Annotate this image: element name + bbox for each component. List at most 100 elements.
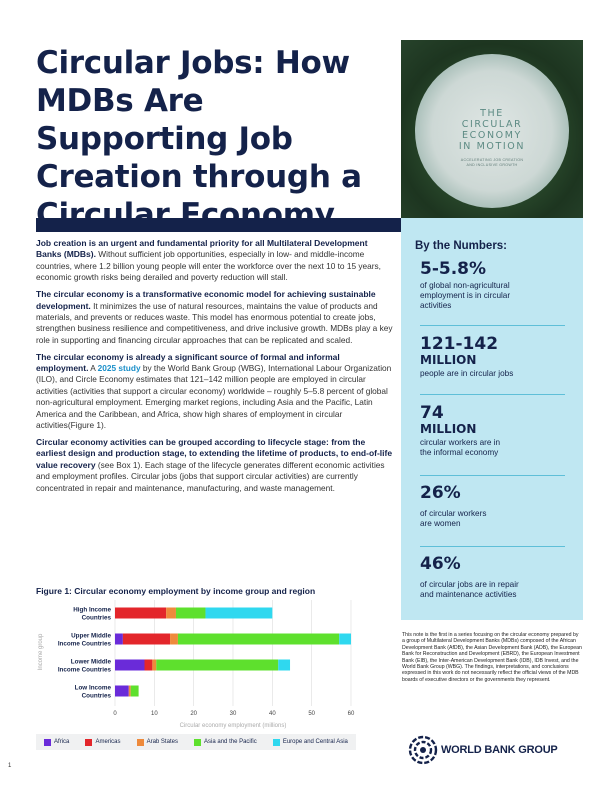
world-bank-logo: WORLD BANK GROUP — [408, 735, 558, 765]
category-label: Countries — [82, 693, 112, 700]
category-label: Income Countries — [58, 641, 112, 648]
stat-text: of circular workers are women — [420, 509, 487, 528]
paragraph-2: The circular economy is a transformative… — [36, 289, 394, 346]
legend-swatch — [85, 738, 93, 746]
divider — [420, 546, 565, 547]
stat-text: people are in circular jobs — [420, 369, 514, 378]
stat-women: 26% of circular workers are women — [420, 484, 570, 529]
stat-value: 5-5.8% — [420, 259, 487, 279]
cover-ring — [415, 54, 569, 208]
x-tick-label: 40 — [269, 711, 276, 717]
paragraph-4: Circular economy activities can be group… — [36, 437, 394, 494]
stat-text: of circular jobs are in repair and maint… — [420, 580, 519, 599]
bar-segment — [205, 607, 273, 619]
paragraph-1: Job creation is an urgent and fundamenta… — [36, 238, 394, 284]
numbers-heading: By the Numbers: — [415, 240, 508, 252]
bar-segment — [152, 659, 157, 671]
x-axis-label: Circular economy employment (millions) — [180, 723, 287, 729]
bar-segment — [115, 607, 167, 619]
legend-swatch — [194, 738, 202, 746]
paragraph-4-text: (see Box 1). Each stage of the lifecycle… — [36, 459, 385, 493]
bar-segment — [128, 685, 131, 697]
stat-value: 74 — [420, 403, 444, 423]
page-title: Circular Jobs: How MDBs Are Supporting J… — [36, 45, 362, 233]
paragraph-2-text: It minimizes the use of natural resource… — [36, 300, 393, 345]
legend-label: Asia and the Pacific — [204, 739, 257, 745]
x-tick-label: 50 — [308, 711, 315, 717]
legend-swatch — [44, 738, 52, 746]
bar-segment — [339, 633, 351, 645]
paragraph-3-lead: The circular economy is already a signif… — [36, 351, 340, 374]
page-number: 1 — [8, 763, 12, 769]
paragraph-3-text-b: by the World Bank Group (WBG), Internati… — [36, 363, 392, 431]
chart-legend: Africa Americas Arab States Asia and the Pa… — [36, 734, 356, 750]
bar-segment — [170, 633, 178, 645]
stat-text: circular workers are in the informal eco… — [420, 438, 501, 457]
legend-label: Americas — [95, 739, 121, 745]
legend-label: Europe and Central Asia — [282, 739, 348, 745]
bar-segment — [115, 659, 145, 671]
bar-segment — [156, 659, 279, 671]
series-note: This note is the first in a series focus… — [402, 632, 582, 683]
legend-item: Africa — [44, 738, 70, 746]
bar-segment — [278, 659, 291, 671]
stat-value: 46% — [420, 554, 461, 574]
category-label: Countries — [82, 615, 112, 622]
stat-unit: MILLION — [420, 353, 477, 367]
bar-segment — [144, 659, 153, 671]
legend-label: Arab States — [146, 739, 178, 745]
legend-swatch — [272, 738, 280, 746]
by-the-numbers-panel: By the Numbers: 5-5.8% of global non-agr… — [401, 232, 583, 620]
divider — [420, 475, 565, 476]
divider — [420, 394, 565, 395]
divider — [420, 325, 565, 326]
bar-segment — [175, 607, 206, 619]
legend-label: Africa — [54, 739, 70, 745]
category-label: High Income — [73, 607, 111, 614]
paragraph-2-lead: The circular economy is a transformative… — [36, 289, 376, 311]
globe-icon — [408, 735, 438, 765]
stat-value: 26% — [420, 483, 461, 503]
stat-value: 121-142 — [420, 334, 499, 354]
title-band-accent — [401, 218, 583, 232]
cover-title: THE CIRCULAR ECONOMY IN MOTION — [458, 108, 526, 152]
cover-subtitle: ACCELERATING JOB CREATION AND INCLUSIVE … — [460, 158, 524, 167]
legend-item: Arab States — [136, 738, 178, 746]
legend-item: Americas — [85, 738, 121, 746]
paragraph-4-lead: Circular economy activities can be group… — [36, 437, 393, 470]
x-tick-label: 30 — [230, 711, 237, 717]
x-tick-label: 10 — [151, 711, 158, 717]
stat-unit: MILLION — [420, 422, 477, 436]
figure-title: Figure 1: Circular economy employment by… — [36, 586, 316, 596]
legend-item: Europe and Central Asia — [272, 738, 348, 746]
paragraph-3: The circular economy is already a signif… — [36, 352, 394, 432]
body-text: Job creation is an urgent and fundamenta… — [36, 238, 394, 500]
category-label: Income Countries — [58, 667, 112, 674]
stat-share: 5-5.8% of global non-agricultural employ… — [420, 260, 570, 311]
title-band — [36, 218, 401, 232]
stat-informal: 74 MILLION circular workers are in the i… — [420, 404, 570, 458]
x-tick-label: 0 — [113, 711, 117, 717]
stat-circular-jobs: 121-142 MILLION people are in circular j… — [420, 335, 570, 379]
logo-text: WORLD BANK GROUP — [441, 744, 558, 756]
study-link[interactable]: 2025 study — [97, 363, 141, 374]
bar-segment — [166, 607, 176, 619]
bar-segment — [177, 633, 340, 645]
category-label: Low Income — [75, 685, 112, 692]
cover-image: THE CIRCULAR ECONOMY IN MOTION ACCELERAT… — [401, 40, 583, 218]
paragraph-1-text: Without sufficient job opportunities, es… — [36, 249, 381, 283]
bar-segment — [130, 685, 139, 697]
x-tick-label: 20 — [190, 711, 197, 717]
category-label: Lower Middle — [71, 659, 112, 666]
bar-segment — [115, 685, 129, 697]
paragraph-3-text-a: A — [88, 363, 98, 374]
legend-item: Asia and the Pacific — [194, 738, 257, 746]
y-axis-label: Income group — [38, 633, 44, 670]
x-tick-label: 60 — [348, 711, 355, 717]
legend-swatch — [136, 738, 144, 746]
bar-segment — [115, 633, 123, 645]
category-label: Upper Middle — [71, 633, 111, 640]
stat-text: of global non-agricultural employment is… — [420, 281, 511, 310]
bar-segment — [122, 633, 171, 645]
